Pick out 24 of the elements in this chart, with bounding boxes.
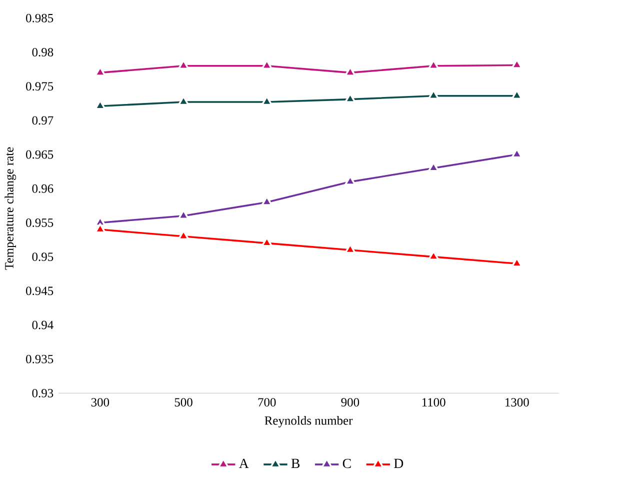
legend-label: B	[291, 458, 300, 468]
y-tick-label: 0.94	[32, 320, 54, 330]
y-tick-label: 0.935	[26, 354, 54, 364]
legend-label: D	[394, 458, 404, 468]
x-axis-title: Reynolds number	[264, 416, 353, 428]
y-tick-label: 0.96	[32, 184, 54, 193]
y-axis-title: Temperature change rate	[4, 147, 16, 270]
y-tick-label: 0.975	[26, 82, 54, 90]
x-tick-label: 300	[91, 398, 110, 406]
x-tick-label: 500	[174, 398, 192, 406]
y-tick-label: 0.95	[32, 252, 54, 261]
y-tick-label: 0.985	[26, 14, 54, 22]
x-tick-label: 700	[258, 398, 276, 406]
y-tick-label: 0.945	[26, 286, 54, 296]
x-tick-label: 1300	[506, 398, 529, 406]
y-tick-label: 0.98	[32, 48, 54, 56]
x-tick-label: 1100	[422, 398, 446, 406]
x-tick-label: 900	[341, 398, 360, 406]
y-tick-label: 0.97	[32, 116, 54, 125]
y-tick-label: 0.955	[26, 218, 54, 227]
legend-label: C	[342, 458, 351, 468]
y-tick-label: 0.93	[32, 388, 54, 398]
legend-label: A	[238, 458, 249, 468]
y-tick-label: 0.965	[26, 150, 54, 159]
